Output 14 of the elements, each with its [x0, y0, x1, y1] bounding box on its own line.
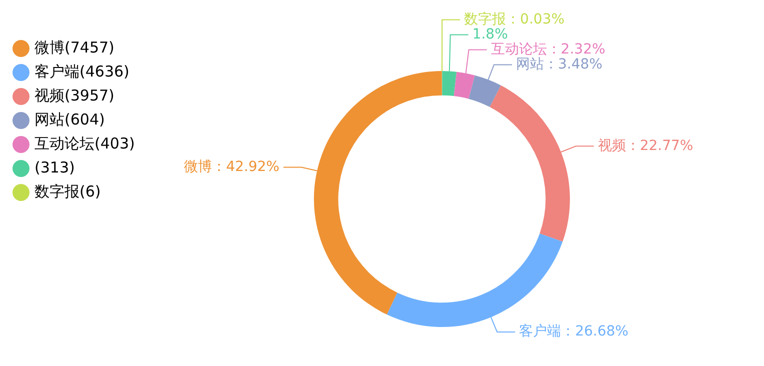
legend-label: 客户端(4636): [34, 62, 130, 80]
legend-label: 微博(7457): [34, 38, 114, 56]
data-label: 网站：3.48%: [516, 56, 602, 72]
legend-label: 互动论坛(403): [34, 134, 135, 152]
data-label: 微博：42.92%: [184, 158, 280, 175]
legend-label: 数字报(6): [34, 182, 101, 200]
legend-label: (313): [34, 158, 75, 176]
legend-label: 网站(604): [34, 110, 105, 128]
data-label: 互动论坛：2.32%: [490, 41, 606, 58]
data-label: 数字报：0.03%: [464, 11, 565, 28]
data-label: 视频：22.77%: [598, 138, 694, 154]
data-label: 客户端：26.68%: [519, 324, 628, 340]
legend-label: 视频(3957): [34, 86, 114, 104]
data-label: 1.8%: [472, 26, 508, 42]
